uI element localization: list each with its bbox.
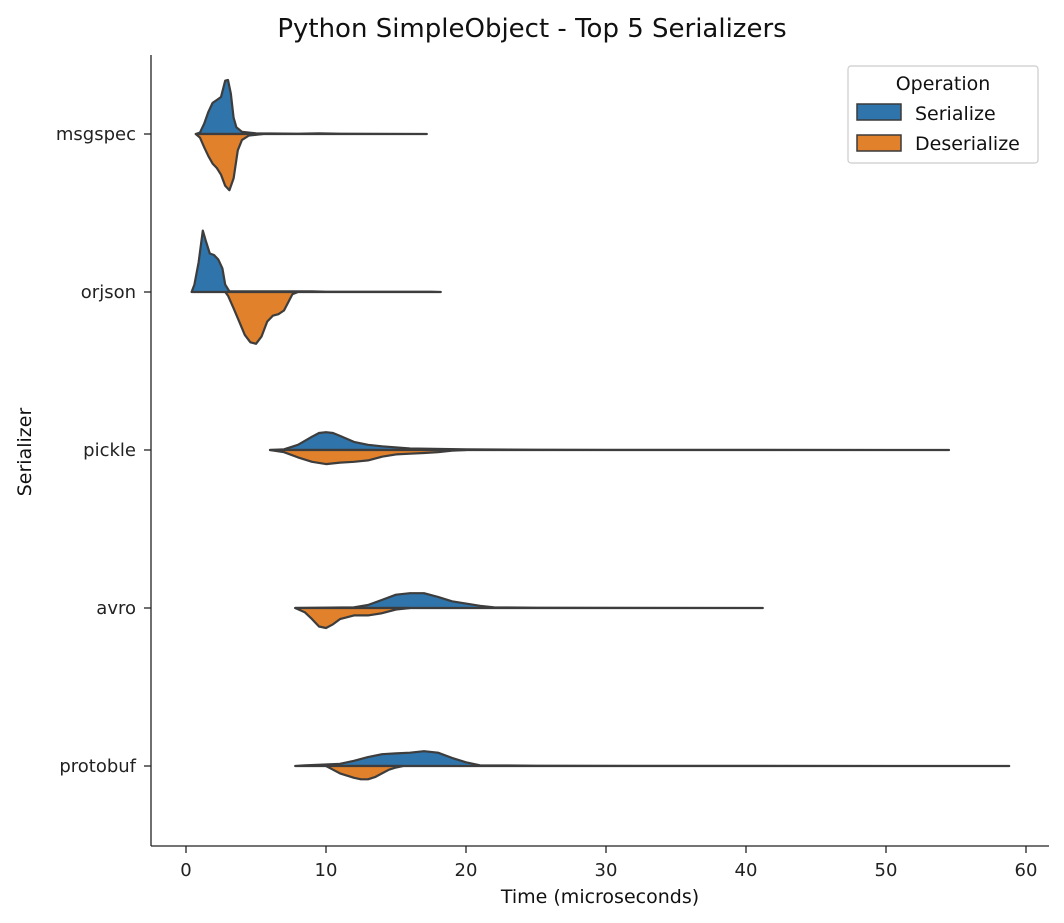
y-ticks: msgspec orjson pickle avro protobuf bbox=[56, 124, 151, 777]
violin-msgspec-deserialize bbox=[194, 132, 265, 192]
violin-pickle-deserialize bbox=[268, 448, 468, 466]
x-tick-label-50: 50 bbox=[875, 860, 898, 881]
x-ticks: 0 10 20 30 40 50 60 bbox=[180, 846, 1037, 881]
legend-swatch-serialize bbox=[856, 103, 902, 121]
violins-layer bbox=[190, 78, 1011, 781]
x-tick-label-20: 20 bbox=[455, 860, 478, 881]
y-tick-label-orjson: orjson bbox=[81, 282, 136, 303]
legend-swatch-deserialize bbox=[856, 134, 902, 152]
legend-label-deserialize: Deserialize bbox=[915, 133, 1020, 155]
x-tick-label-30: 30 bbox=[595, 860, 618, 881]
violin-orjson-serialize bbox=[190, 229, 442, 294]
x-tick-label-0: 0 bbox=[180, 860, 191, 881]
y-axis-title: Serializer bbox=[14, 408, 36, 497]
violin-protobuf-serialize bbox=[294, 750, 1011, 768]
legend-label-serialize: Serialize bbox=[915, 103, 996, 125]
violin-avro-deserialize bbox=[294, 606, 412, 630]
violin-avro-serialize bbox=[294, 592, 764, 610]
y-tick-label-protobuf: protobuf bbox=[59, 756, 136, 777]
legend: Operation Serialize Deserialize bbox=[847, 65, 1039, 164]
y-tick-label-avro: avro bbox=[96, 598, 136, 619]
x-tick-label-10: 10 bbox=[315, 860, 338, 881]
y-tick-label-msgspec: msgspec bbox=[56, 124, 136, 145]
legend-title: Operation bbox=[896, 73, 991, 95]
violin-msgspec-serialize bbox=[194, 78, 428, 136]
violin-protobuf-deserialize bbox=[324, 764, 405, 781]
violin-orjson-deserialize bbox=[224, 290, 300, 345]
x-axis-title: Time (microseconds) bbox=[500, 886, 699, 908]
x-tick-label-40: 40 bbox=[735, 860, 758, 881]
chart-title: Python SimpleObject - Top 5 Serializers bbox=[277, 14, 786, 44]
y-tick-label-pickle: pickle bbox=[83, 440, 136, 461]
violin-pickle-serialize bbox=[268, 431, 951, 452]
x-tick-label-60: 60 bbox=[1015, 860, 1038, 881]
